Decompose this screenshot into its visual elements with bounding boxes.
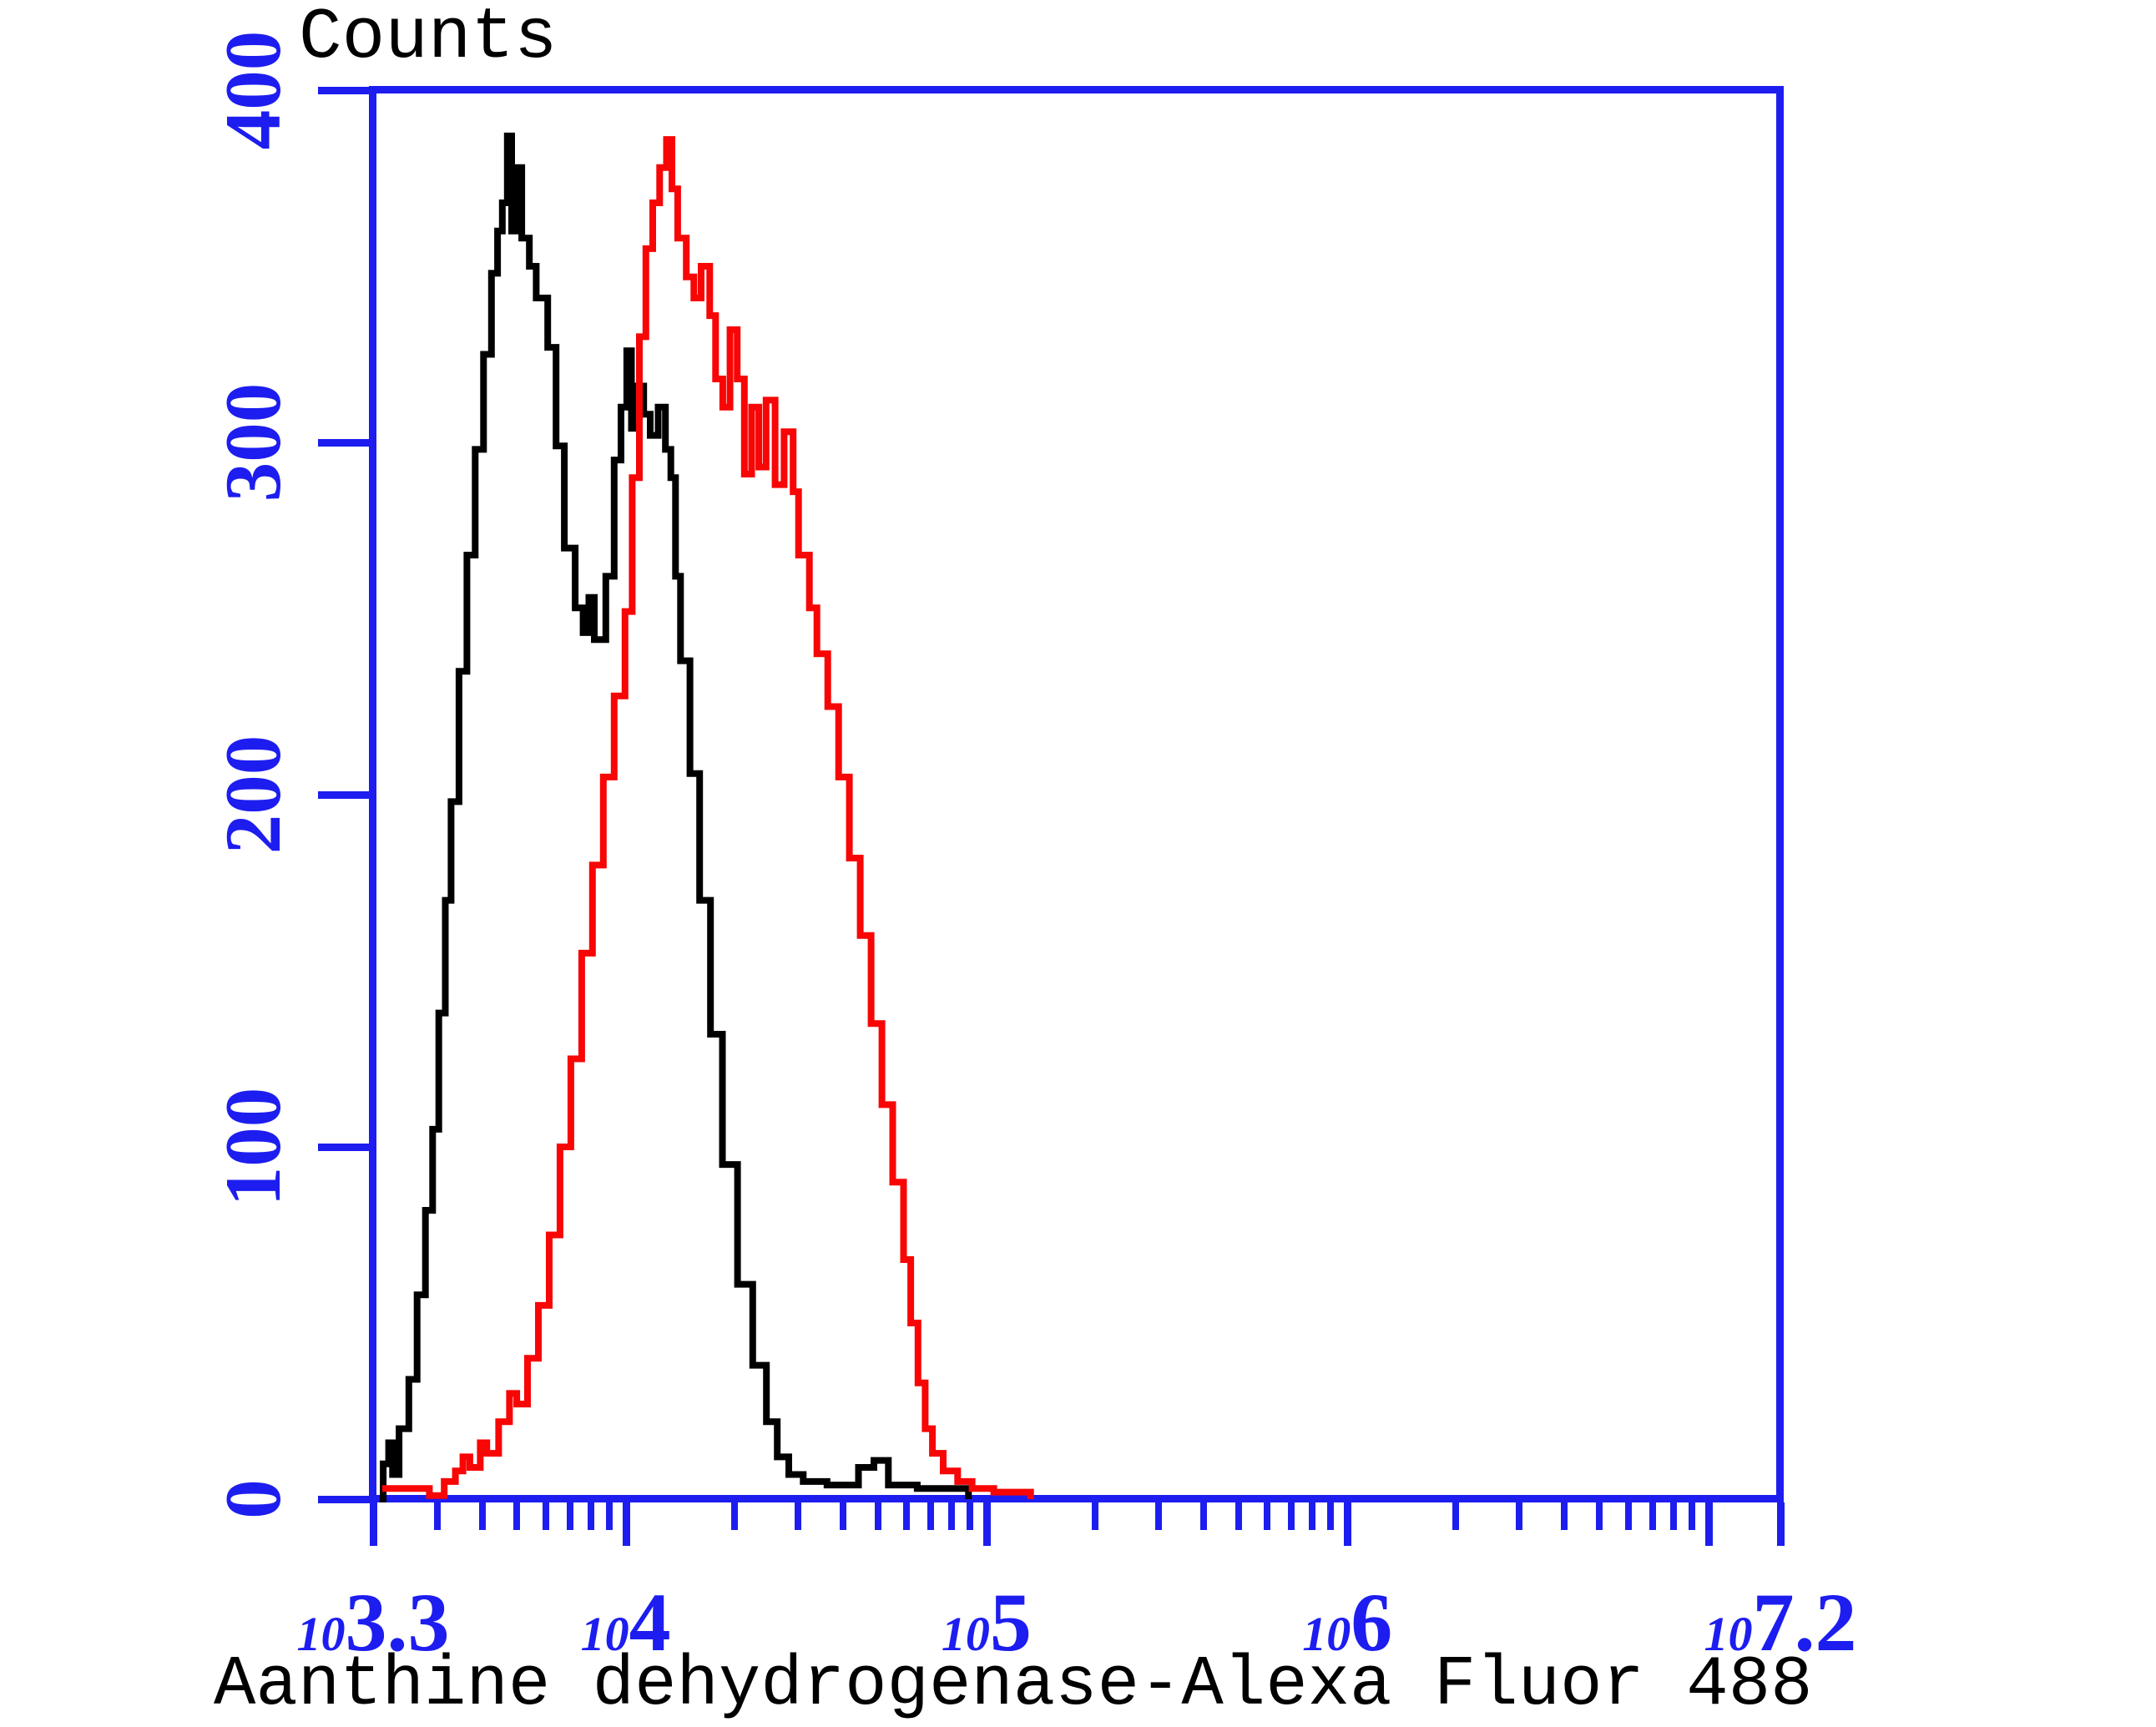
x-tick-label-exponent: 4 [629,1576,671,1669]
x-minor-tick [1516,1502,1523,1530]
x-tick-label-exponent: 7.2 [1752,1576,1857,1669]
x-minor-tick [478,1502,486,1530]
x-tick-label-exponent: 3.3 [345,1576,450,1669]
x-minor-tick [1688,1502,1695,1530]
x-minor-tick [874,1502,881,1530]
x-minor-tick [1288,1502,1295,1530]
x-minor-tick [1327,1502,1335,1530]
x-minor-tick [902,1502,910,1530]
y-tick-label: 200 [209,735,297,855]
x-major-tick [370,1502,377,1546]
x-major-tick [622,1502,630,1546]
plot-border [369,86,1784,1502]
x-tick-label: 103.3 [297,1574,450,1670]
x-minor-tick [1264,1502,1271,1530]
x-minor-tick [605,1502,613,1530]
x-tick-label-exponent: 6 [1351,1576,1393,1669]
x-tick-label-base: 10 [1302,1607,1351,1661]
y-major-tick [318,1144,370,1151]
x-minor-tick [730,1502,738,1530]
x-minor-tick [1669,1502,1677,1530]
x-minor-tick [1452,1502,1460,1530]
y-major-tick [318,439,370,447]
y-tick-label: 300 [209,382,297,502]
x-minor-tick [1200,1502,1208,1530]
x-minor-tick [967,1502,974,1530]
x-minor-tick [1309,1502,1316,1530]
x-minor-tick [433,1502,441,1530]
y-major-tick [318,87,370,94]
x-minor-tick [1561,1502,1568,1530]
x-minor-tick [1596,1502,1603,1530]
x-minor-tick [1624,1502,1632,1530]
y-major-tick [318,791,370,799]
series-red-curve [381,136,1034,1499]
y-tick-label: 0 [209,1479,297,1519]
x-major-tick [1777,1502,1785,1546]
x-tick-label: 104 [581,1574,671,1670]
y-axis-title: Counts [299,0,558,78]
x-minor-tick [542,1502,549,1530]
y-major-tick [318,1496,370,1503]
y-tick-label: 100 [209,1087,297,1207]
x-tick-label: 105 [942,1574,1032,1670]
histogram-canvas [379,132,1034,1502]
x-minor-tick [1092,1502,1099,1530]
y-tick-label: 400 [209,30,297,150]
x-minor-tick [1235,1502,1243,1530]
x-minor-tick [927,1502,934,1530]
x-minor-tick [587,1502,594,1530]
x-major-tick [982,1502,991,1546]
x-minor-tick [839,1502,846,1530]
x-minor-tick [1649,1502,1656,1530]
x-minor-tick [1155,1502,1163,1530]
x-tick-label: 107.2 [1704,1574,1857,1670]
x-tick-label-base: 10 [580,1607,629,1661]
x-major-tick [1704,1502,1713,1546]
x-minor-tick [513,1502,521,1530]
x-axis-title: Aanthine dehydrogenase-Alexa Fluor 488 [214,1646,1813,1725]
series-black-curve [379,132,972,1502]
x-minor-tick [947,1502,955,1530]
x-tick-label-exponent: 5 [989,1576,1032,1669]
x-tick-label-base: 10 [941,1607,990,1661]
x-tick-label-base: 10 [296,1607,346,1661]
x-minor-tick [566,1502,573,1530]
x-minor-tick [794,1502,801,1530]
x-tick-label-base: 10 [1704,1607,1753,1661]
x-tick-label: 106 [1302,1574,1392,1670]
x-major-tick [1344,1502,1352,1546]
